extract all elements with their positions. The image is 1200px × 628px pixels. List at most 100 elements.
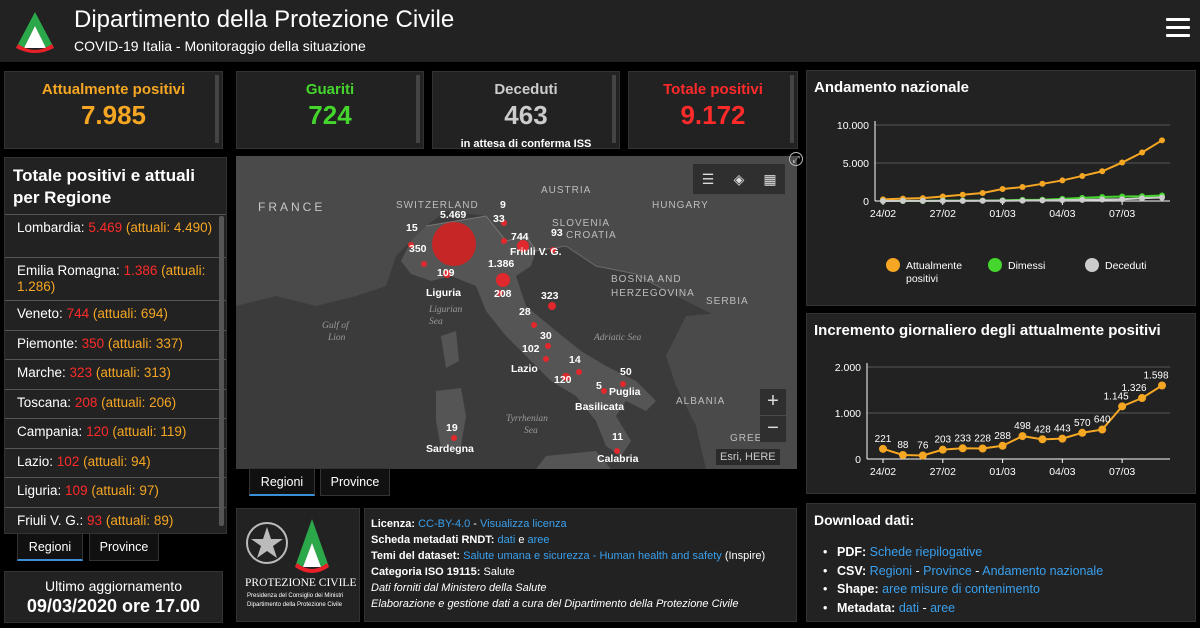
data-point[interactable] bbox=[1158, 381, 1166, 390]
data-point[interactable] bbox=[938, 445, 947, 454]
data-point[interactable] bbox=[1099, 168, 1106, 175]
map-point-marker[interactable] bbox=[501, 238, 507, 244]
map-point-marker[interactable] bbox=[421, 261, 427, 267]
download-link[interactable]: dati bbox=[898, 600, 919, 615]
hamburger-menu-icon[interactable] bbox=[1166, 18, 1190, 40]
data-point[interactable] bbox=[1038, 435, 1047, 444]
tab-regioni-list[interactable]: Regioni bbox=[17, 533, 83, 561]
data-point[interactable] bbox=[959, 197, 966, 204]
data-point[interactable] bbox=[979, 190, 986, 197]
fullscreen-icon[interactable]: ⤢ bbox=[789, 152, 803, 166]
metadata-areas-link[interactable]: aree bbox=[527, 534, 550, 546]
map-point-marker[interactable] bbox=[548, 302, 556, 310]
region-row[interactable]: Friuli V. G.: 93 (attuali: 89) bbox=[5, 506, 226, 534]
map-point-marker[interactable] bbox=[501, 220, 507, 226]
data-point[interactable] bbox=[1119, 196, 1126, 203]
tab-province-list[interactable]: Province bbox=[89, 533, 159, 561]
scrollbar[interactable] bbox=[416, 75, 420, 143]
download-link[interactable]: aree misure di contenimento bbox=[882, 582, 1040, 596]
data-point[interactable] bbox=[1019, 197, 1026, 204]
map-point-marker[interactable] bbox=[408, 242, 414, 248]
download-link[interactable]: Regioni bbox=[869, 563, 913, 578]
map-point-marker[interactable] bbox=[562, 373, 570, 381]
data-point[interactable] bbox=[1079, 172, 1086, 179]
region-row[interactable]: Emilia Romagna: 1.386 (attuali: 1.286) bbox=[5, 257, 226, 300]
download-link[interactable]: aree bbox=[930, 600, 956, 615]
map-point-marker[interactable] bbox=[614, 448, 620, 454]
metadata-data-link[interactable]: dati bbox=[497, 534, 516, 546]
region-row[interactable]: Veneto: 744 (attuali: 694) bbox=[5, 300, 226, 330]
map-point-marker[interactable] bbox=[443, 270, 451, 278]
map-view[interactable]: FRANCE SWITZERLAND AUSTRIA HUNGARY SLOVE… bbox=[236, 156, 797, 469]
data-point[interactable] bbox=[1118, 402, 1127, 411]
data-point[interactable] bbox=[1119, 159, 1126, 166]
data-point[interactable] bbox=[918, 451, 927, 460]
data-point[interactable] bbox=[999, 197, 1006, 204]
map-point-marker[interactable] bbox=[451, 435, 457, 441]
map-point-marker[interactable] bbox=[543, 356, 549, 362]
region-row[interactable]: Marche: 323 (attuali: 313) bbox=[5, 359, 226, 389]
data-point[interactable] bbox=[1159, 194, 1165, 201]
tab-regioni-map[interactable]: Regioni bbox=[249, 468, 315, 496]
legend-marker[interactable] bbox=[886, 258, 900, 272]
data-point[interactable] bbox=[1078, 428, 1087, 437]
data-point[interactable] bbox=[1059, 177, 1066, 184]
scrollbar[interactable] bbox=[215, 75, 219, 143]
data-point[interactable] bbox=[1079, 196, 1086, 203]
map-point-marker[interactable] bbox=[550, 247, 556, 253]
map-point-marker[interactable] bbox=[496, 273, 510, 287]
themes-link[interactable]: Salute umana e sicurezza - Human health … bbox=[463, 550, 722, 562]
map-point-marker[interactable] bbox=[601, 388, 607, 394]
map-point-marker[interactable] bbox=[531, 322, 537, 328]
data-point[interactable] bbox=[1159, 137, 1165, 144]
data-point[interactable] bbox=[998, 441, 1007, 450]
data-point[interactable] bbox=[898, 450, 907, 459]
tab-province-map[interactable]: Province bbox=[320, 468, 390, 496]
region-row[interactable]: Campania: 120 (attuali: 119) bbox=[5, 418, 226, 448]
data-point[interactable] bbox=[1139, 149, 1146, 156]
region-row[interactable]: Piemonte: 350 (attuali: 337) bbox=[5, 329, 226, 360]
map-point-marker[interactable] bbox=[545, 343, 551, 349]
map-point-marker[interactable] bbox=[432, 222, 476, 266]
data-point[interactable] bbox=[1099, 196, 1106, 203]
map-point-marker[interactable] bbox=[620, 381, 626, 387]
zoom-in-button[interactable]: + bbox=[760, 389, 786, 415]
zoom-out-button[interactable]: − bbox=[760, 416, 786, 442]
view-license-link[interactable]: Visualizza licenza bbox=[480, 518, 567, 530]
map-point-marker[interactable] bbox=[576, 369, 582, 375]
legend-marker[interactable] bbox=[988, 258, 1002, 272]
data-point[interactable] bbox=[979, 197, 986, 204]
data-point[interactable] bbox=[959, 191, 966, 198]
legend-list-icon[interactable]: ☰ bbox=[701, 171, 715, 187]
data-point[interactable] bbox=[939, 193, 946, 200]
map-canvas[interactable]: FRANCE SWITZERLAND AUSTRIA HUNGARY SLOVE… bbox=[236, 156, 797, 469]
download-link[interactable]: Schede riepilogative bbox=[869, 545, 983, 559]
data-point[interactable] bbox=[1098, 425, 1107, 434]
data-point[interactable] bbox=[1058, 434, 1067, 443]
download-link[interactable]: Andamento nazionale bbox=[982, 563, 1104, 578]
layers-icon[interactable]: ◈ bbox=[733, 171, 745, 187]
data-point[interactable] bbox=[958, 444, 967, 453]
map-point-marker[interactable] bbox=[517, 240, 529, 252]
data-point[interactable] bbox=[1039, 197, 1046, 204]
data-point[interactable] bbox=[1018, 432, 1027, 441]
basemap-gallery-icon[interactable]: ▦ bbox=[763, 171, 777, 187]
data-point[interactable] bbox=[919, 197, 926, 204]
data-point[interactable] bbox=[1039, 180, 1046, 187]
scrollbar[interactable] bbox=[612, 75, 616, 143]
map-point-marker[interactable] bbox=[497, 290, 503, 296]
scrollbar[interactable] bbox=[219, 216, 224, 526]
data-point[interactable] bbox=[1139, 195, 1146, 202]
region-row[interactable]: Lombardia: 5.469 (attuali: 4.490) bbox=[5, 214, 226, 257]
map-attribution[interactable]: Esri, HERE bbox=[716, 449, 780, 465]
download-link[interactable]: Province bbox=[923, 563, 972, 578]
license-value-link[interactable]: CC-BY-4.0 bbox=[418, 518, 471, 530]
data-point[interactable] bbox=[999, 186, 1006, 193]
data-point[interactable] bbox=[978, 444, 987, 453]
data-point[interactable] bbox=[1138, 394, 1147, 403]
region-row[interactable]: Liguria: 109 (attuali: 97) bbox=[5, 477, 226, 507]
scrollbar[interactable] bbox=[790, 75, 794, 143]
data-point[interactable] bbox=[939, 197, 946, 204]
data-point[interactable] bbox=[1059, 197, 1066, 204]
region-row[interactable]: Lazio: 102 (attuali: 94) bbox=[5, 447, 226, 478]
